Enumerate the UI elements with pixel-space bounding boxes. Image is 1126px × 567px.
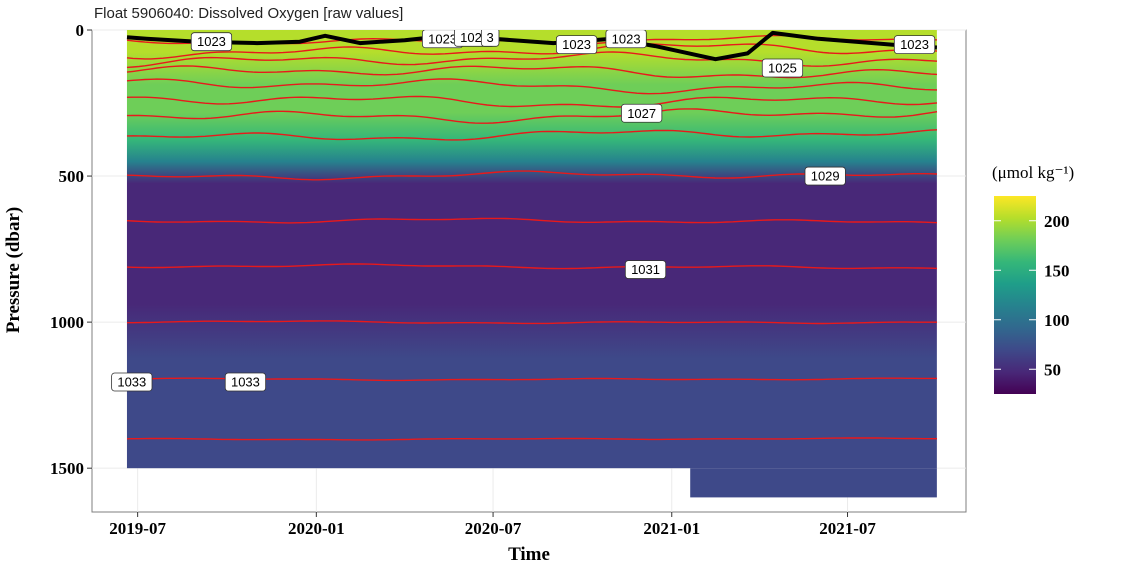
colorbar-tick-label: 100 — [1044, 311, 1070, 330]
oxygen-heatmap — [126, 30, 937, 498]
y-tick-label: 500 — [59, 167, 85, 186]
colorbar-ticks: 50 100 150 200 — [994, 212, 1070, 379]
density-contour-line — [126, 217, 938, 224]
contour-label: 1023 — [421, 30, 464, 49]
y-axis-title: Pressure (dbar) — [3, 207, 24, 333]
x-tick-label: 2021-07 — [819, 519, 876, 538]
contour-label-text: 3 — [487, 30, 494, 45]
density-contour-line — [126, 95, 938, 108]
y-axis-ticks: 0 500 1000 1500 — [50, 21, 92, 478]
contour-label: 1029 — [804, 166, 846, 186]
contour-label-text: 1033 — [231, 375, 260, 390]
contour-label: 1023 — [190, 32, 233, 52]
colorbar-legend: (μmol kg⁻¹) 50 100 150 200 — [992, 163, 1074, 394]
contour-label: 1033 — [224, 372, 267, 392]
contour-label-text: 1023 — [562, 37, 591, 52]
contour-label-text: 1023 — [612, 31, 641, 46]
density-contour-line — [126, 170, 938, 181]
y-tick-label: 1000 — [50, 313, 84, 332]
x-tick-label: 2021-01 — [643, 519, 700, 538]
x-axis-title: Time — [508, 544, 550, 565]
y-tick-label: 0 — [76, 21, 85, 40]
contour-label: 1025 — [761, 58, 804, 78]
contour-label-text: 1027 — [627, 106, 656, 121]
contour-label-text: 1025 — [768, 60, 797, 75]
density-contour-line — [127, 320, 937, 325]
chart-title: Float 5906040: Dissolved Oxygen [raw val… — [94, 5, 403, 22]
contour-label: 1023 — [605, 30, 647, 49]
density-contour-line — [126, 78, 938, 95]
density-contour-line — [126, 129, 938, 141]
colorbar-tick-label: 150 — [1044, 261, 1070, 280]
contour-label-text: 1033 — [117, 375, 146, 390]
density-contour-line — [126, 263, 938, 270]
contour-label-text: 1023 — [428, 31, 457, 46]
contour-label: 1023 — [555, 35, 598, 55]
contour-label-text: 1023 — [900, 37, 929, 52]
density-contour-line — [126, 108, 938, 124]
contour-label: 1023 — [893, 35, 936, 55]
contour-label: 3 — [480, 30, 500, 47]
colorbar — [994, 196, 1036, 394]
colorbar-tick-label: 200 — [1044, 212, 1070, 231]
density-contour-line — [126, 65, 938, 79]
y-tick-label: 1500 — [50, 459, 84, 478]
deep-profiles-field — [690, 468, 937, 498]
contour-label-text: 1023 — [197, 34, 226, 49]
colorbar-title: (μmol kg⁻¹) — [992, 163, 1074, 182]
x-axis-ticks: 2019-07 2020-01 2020-07 2021-01 2021-07 — [109, 512, 876, 538]
contour-label-text: 1029 — [811, 169, 840, 184]
x-tick-label: 2019-07 — [109, 519, 166, 538]
contour-label: 1027 — [621, 103, 663, 123]
colorbar-tick-label: 50 — [1044, 360, 1061, 379]
contour-label: 1031 — [624, 260, 667, 279]
contour-label-text: 1031 — [631, 262, 660, 277]
density-contour-line — [126, 437, 937, 441]
oxygen-field — [126, 30, 937, 469]
density-contour-line — [126, 43, 938, 60]
x-tick-label: 2020-07 — [465, 519, 522, 538]
x-tick-label: 2020-01 — [288, 519, 345, 538]
contour-label: 1033 — [111, 372, 153, 392]
